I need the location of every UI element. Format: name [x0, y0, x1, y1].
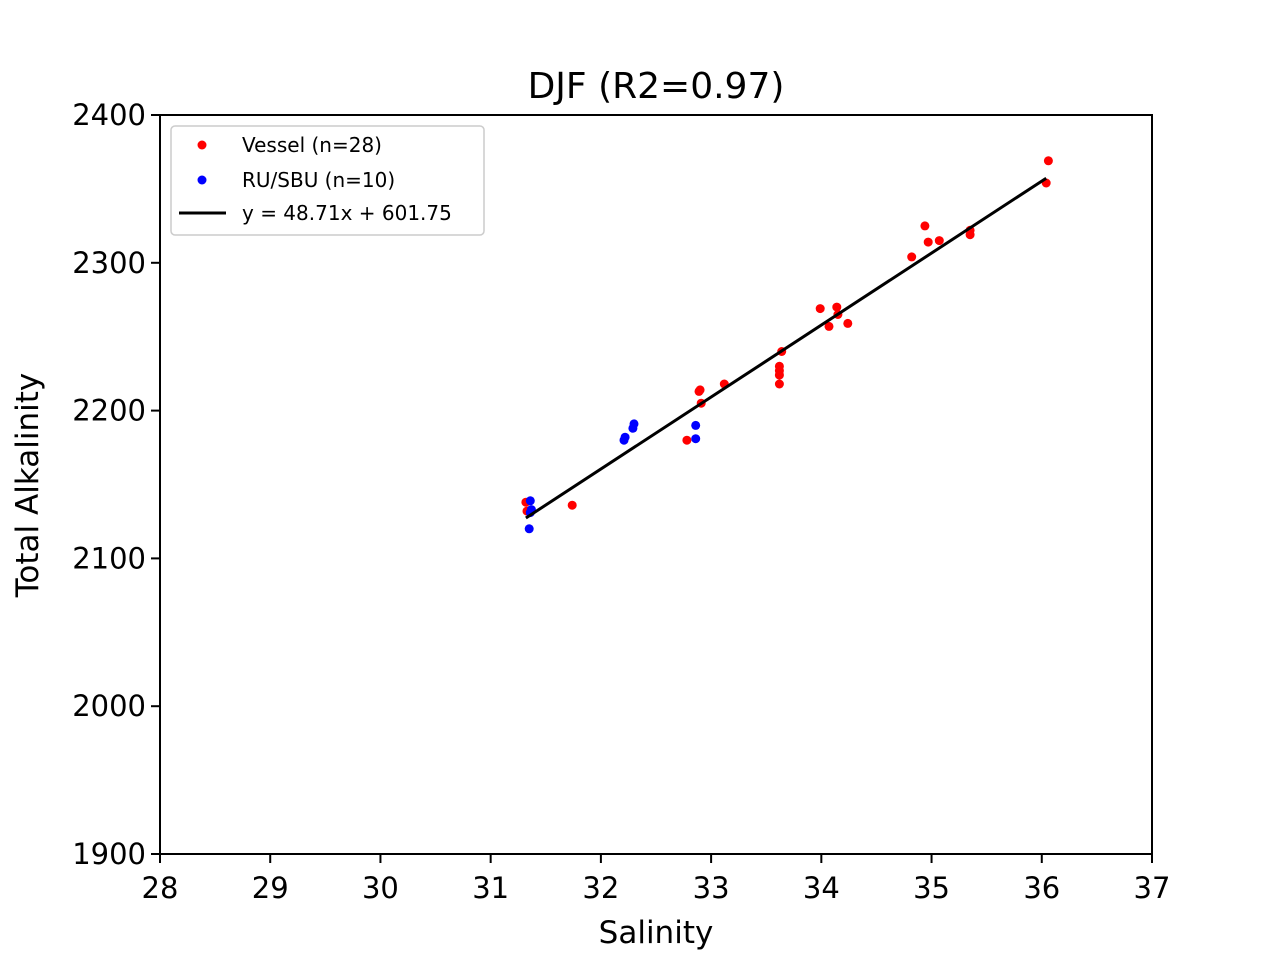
x-tick-label-30: 30 — [362, 871, 399, 905]
x-axis-label: Salinity — [599, 915, 714, 951]
fit-line — [525, 176, 1048, 520]
data-point-s0-15 — [832, 302, 842, 312]
data-point-s1-0 — [524, 524, 534, 534]
data-point-s0-13 — [815, 304, 825, 314]
y-tick-label-2100: 2100 — [72, 541, 146, 575]
legend-label-rusbu: RU/SBU (n=10) — [242, 168, 395, 192]
y-tick-label-1900: 1900 — [72, 837, 146, 871]
data-point-s0-14 — [824, 321, 834, 331]
x-tick-label-31: 31 — [472, 871, 509, 905]
data-point-s1-8 — [691, 434, 701, 444]
legend-label-fit-line: y = 48.71x + 601.75 — [242, 201, 452, 225]
legend-box — [170, 125, 485, 236]
data-point-s0-8 — [774, 379, 784, 389]
y-tick-label-2200: 2200 — [72, 394, 146, 428]
legend-marker-vessel — [197, 140, 207, 150]
data-point-s1-7 — [629, 419, 639, 429]
data-point-s0-23 — [965, 230, 975, 240]
data-point-s0-19 — [920, 221, 930, 231]
data-point-s1-2 — [525, 496, 535, 506]
x-axis: 28 29 30 31 32 33 34 35 36 37 — [142, 854, 1171, 905]
chart-title: DJF (R2=0.97) — [528, 66, 785, 107]
y-tick-label-2300: 2300 — [72, 246, 146, 280]
y-axis: 1900 2000 2100 2200 2300 2400 — [72, 98, 160, 871]
data-point-s0-11 — [774, 361, 784, 371]
legend-label-vessel: Vessel (n=28) — [242, 133, 382, 157]
plot-frame — [159, 114, 1153, 855]
data-layer — [521, 156, 1053, 534]
x-tick-label-36: 36 — [1023, 871, 1060, 905]
data-point-s0-25 — [1043, 156, 1053, 166]
x-tick-label-35: 35 — [913, 871, 950, 905]
y-tick-label-2400: 2400 — [72, 98, 146, 132]
x-tick-label-28: 28 — [142, 871, 179, 905]
y-tick-label-2000: 2000 — [72, 689, 146, 723]
x-tick-label-34: 34 — [803, 871, 840, 905]
x-tick-label-32: 32 — [582, 871, 619, 905]
data-point-s0-5 — [695, 385, 705, 395]
legend-marker-rusbu — [197, 175, 207, 185]
data-point-s0-21 — [934, 236, 944, 246]
data-point-s1-9 — [691, 420, 701, 430]
y-axis-label: Total Alkalinity — [10, 373, 46, 598]
data-point-s0-20 — [923, 237, 933, 247]
data-point-s0-2 — [567, 500, 577, 510]
data-point-s0-3 — [682, 435, 692, 445]
data-point-s1-5 — [620, 432, 630, 442]
x-tick-label-33: 33 — [693, 871, 730, 905]
data-point-s0-17 — [843, 318, 853, 328]
x-tick-label-37: 37 — [1134, 871, 1171, 905]
data-point-s0-18 — [907, 252, 917, 262]
x-tick-label-29: 29 — [252, 871, 289, 905]
legend: Vessel (n=28) RU/SBU (n=10) y = 48.71x +… — [170, 125, 485, 236]
